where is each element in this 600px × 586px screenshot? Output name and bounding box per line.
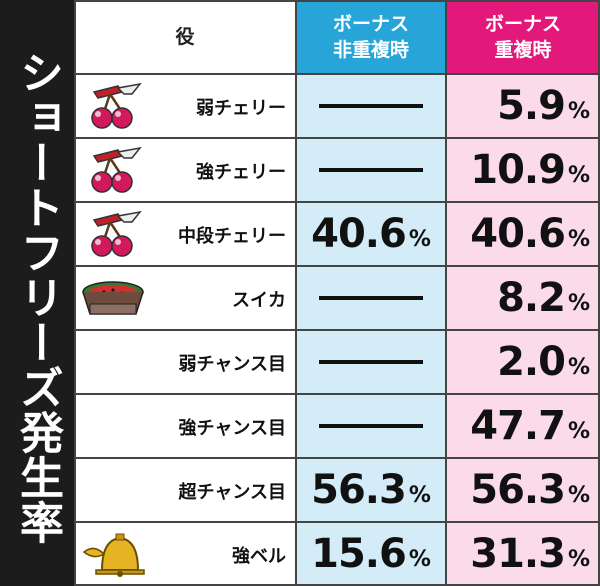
role-cell: 強チェリー bbox=[74, 138, 296, 202]
rate-value: 5.9 bbox=[497, 83, 566, 129]
percent-sign: % bbox=[567, 163, 590, 188]
role-label: 強チェリー bbox=[196, 162, 286, 183]
role-cell: 弱チェリー bbox=[74, 74, 296, 138]
grid-line bbox=[74, 521, 600, 523]
percent-sign: % bbox=[567, 227, 590, 252]
watermelon-icon bbox=[80, 274, 146, 322]
percent-sign: % bbox=[567, 355, 590, 380]
rate-value: 10.9 bbox=[470, 147, 566, 193]
non-overlap-rate-cell: 40.6% bbox=[296, 202, 446, 266]
rate-table: 役 ボーナス 非重複時 ボーナス 重複時 弱チェリー 5.9% 強チェリー 10.9%… bbox=[74, 0, 600, 586]
not-applicable-dash bbox=[319, 168, 423, 172]
rate-value: 56.3 bbox=[470, 467, 566, 513]
rate-value: 47.7 bbox=[470, 403, 566, 449]
overlap-rate-cell: 2.0% bbox=[446, 330, 600, 394]
grid-line bbox=[74, 0, 76, 586]
percent-sign: % bbox=[567, 547, 590, 572]
not-applicable-dash bbox=[319, 424, 423, 428]
grid-line bbox=[74, 329, 600, 331]
bell-icon bbox=[80, 530, 146, 578]
header-overlap: ボーナス 重複時 bbox=[446, 0, 600, 74]
role-label: 強チャンス目 bbox=[178, 418, 286, 439]
table-row: 強ベル 15.6% 31.3% bbox=[74, 522, 600, 586]
grid-line bbox=[74, 73, 600, 75]
table-row: 中段チェリー 40.6% 40.6% bbox=[74, 202, 600, 266]
grid-line bbox=[445, 0, 447, 586]
grid-line bbox=[74, 584, 600, 586]
grid-line bbox=[74, 393, 600, 395]
rate-value: 56.3 bbox=[311, 467, 407, 513]
not-applicable-dash bbox=[319, 360, 423, 364]
header-non-overlap: ボーナス 非重複時 bbox=[296, 0, 446, 74]
header-non-overlap-line2: 非重複時 bbox=[332, 39, 409, 61]
table-row: 強チェリー 10.9% bbox=[74, 138, 600, 202]
rate-value: 15.6 bbox=[311, 531, 407, 577]
rate-value: 8.2 bbox=[497, 275, 566, 321]
non-overlap-rate-cell: 15.6% bbox=[296, 522, 446, 586]
header-non-overlap-line1: ボーナス bbox=[332, 13, 409, 35]
non-overlap-rate-cell bbox=[296, 266, 446, 330]
grid-line bbox=[74, 137, 600, 139]
cherry-icon bbox=[80, 146, 146, 194]
table-row: 弱チャンス目 2.0% bbox=[74, 330, 600, 394]
overlap-rate-cell: 40.6% bbox=[446, 202, 600, 266]
header-overlap-line1: ボーナス bbox=[484, 13, 561, 35]
non-overlap-rate-cell bbox=[296, 394, 446, 458]
cherry-icon bbox=[80, 210, 146, 258]
overlap-rate-cell: 56.3% bbox=[446, 458, 600, 522]
non-overlap-rate-cell bbox=[296, 138, 446, 202]
role-label: 超チャンス目 bbox=[178, 482, 286, 503]
role-cell: 中段チェリー bbox=[74, 202, 296, 266]
rate-value: 31.3 bbox=[470, 531, 566, 577]
grid-line bbox=[598, 0, 600, 586]
percent-sign: % bbox=[567, 483, 590, 508]
non-overlap-rate-cell bbox=[296, 330, 446, 394]
percent-sign: % bbox=[408, 483, 431, 508]
grid-line bbox=[295, 0, 297, 586]
overlap-rate-cell: 31.3% bbox=[446, 522, 600, 586]
overlap-rate-cell: 10.9% bbox=[446, 138, 600, 202]
side-title-bar: ショートフリーズ発生率 bbox=[0, 0, 74, 586]
percent-sign: % bbox=[567, 419, 590, 444]
role-label: 強ベル bbox=[232, 546, 286, 567]
percent-sign: % bbox=[567, 291, 590, 316]
grid-line bbox=[74, 201, 600, 203]
cherry-icon bbox=[80, 82, 146, 130]
overlap-rate-cell: 8.2% bbox=[446, 266, 600, 330]
side-title: ショートフリーズ発生率 bbox=[12, 50, 63, 545]
role-label: 中段チェリー bbox=[178, 226, 286, 247]
non-overlap-rate-cell bbox=[296, 74, 446, 138]
non-overlap-rate-cell: 56.3% bbox=[296, 458, 446, 522]
overlap-rate-cell: 47.7% bbox=[446, 394, 600, 458]
role-cell: スイカ bbox=[74, 266, 296, 330]
table-row: スイカ 8.2% bbox=[74, 266, 600, 330]
table-row: 超チャンス目 56.3% 56.3% bbox=[74, 458, 600, 522]
rate-value: 2.0 bbox=[497, 339, 566, 385]
grid-line bbox=[74, 0, 600, 2]
percent-sign: % bbox=[408, 227, 431, 252]
grid-line bbox=[74, 457, 600, 459]
header-overlap-line2: 重複時 bbox=[494, 39, 552, 61]
role-cell: 超チャンス目 bbox=[74, 458, 296, 522]
role-label: 弱チェリー bbox=[196, 98, 286, 119]
role-label: スイカ bbox=[232, 290, 286, 311]
not-applicable-dash bbox=[319, 296, 423, 300]
percent-sign: % bbox=[408, 547, 431, 572]
role-cell: 弱チャンス目 bbox=[74, 330, 296, 394]
role-cell: 強チャンス目 bbox=[74, 394, 296, 458]
rate-value: 40.6 bbox=[311, 211, 407, 257]
rate-value: 40.6 bbox=[470, 211, 566, 257]
percent-sign: % bbox=[567, 99, 590, 124]
table-row: 強チャンス目 47.7% bbox=[74, 394, 600, 458]
role-label: 弱チャンス目 bbox=[178, 354, 286, 375]
role-cell: 強ベル bbox=[74, 522, 296, 586]
header-role: 役 bbox=[74, 0, 296, 74]
not-applicable-dash bbox=[319, 104, 423, 108]
overlap-rate-cell: 5.9% bbox=[446, 74, 600, 138]
grid-line bbox=[74, 265, 600, 267]
table-row: 弱チェリー 5.9% bbox=[74, 74, 600, 138]
